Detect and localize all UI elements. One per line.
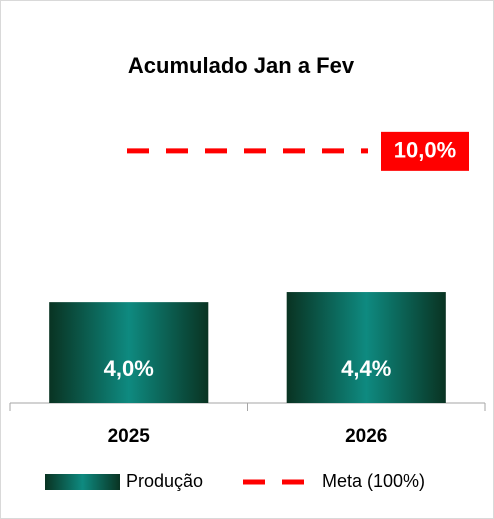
bar-value-label: 4,4% (341, 356, 391, 381)
target-label-box (381, 131, 469, 171)
bar (286, 292, 446, 403)
target-label: 10,0% (394, 138, 456, 163)
chart-title: Acumulado Jan a Fev (128, 53, 355, 78)
bar-value-label: 4,0% (104, 356, 154, 381)
legend-swatch (45, 474, 120, 490)
bar (49, 302, 209, 403)
legend-label: Meta (100%) (322, 471, 425, 491)
x-tick-label: 2025 (108, 426, 151, 447)
legend-label: Produção (126, 471, 203, 491)
x-tick-label: 2026 (345, 426, 387, 447)
